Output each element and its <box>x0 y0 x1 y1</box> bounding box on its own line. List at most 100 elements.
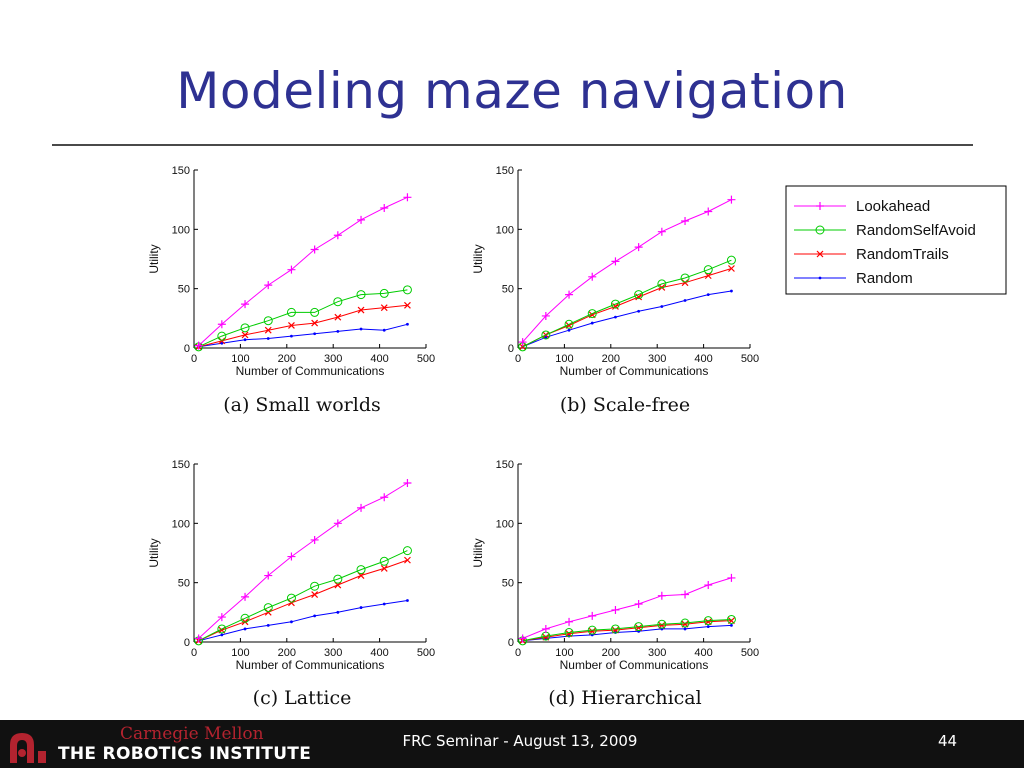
data-point-RandomTrails <box>404 301 411 309</box>
y-axis-label: Utility <box>147 538 161 567</box>
x-tick-label: 500 <box>741 353 759 365</box>
data-point-RandomSelfAvoid <box>726 255 736 265</box>
y-tick-label: 50 <box>502 578 514 590</box>
slide-title: Modeling maze navigation <box>176 62 848 120</box>
x-axis-label: Number of Communications <box>236 364 385 378</box>
data-point-Lookahead <box>287 265 296 274</box>
x-tick-label: 100 <box>231 353 249 365</box>
legend-label-Random: Random <box>856 270 913 287</box>
legend-label-RandomTrails: RandomTrails <box>856 246 949 263</box>
data-point-RandomTrails <box>264 608 272 616</box>
data-point-Random <box>614 315 617 319</box>
data-point-Random <box>590 321 594 325</box>
data-point-RandomSelfAvoid <box>402 546 412 556</box>
data-point-RandomSelfAvoid <box>263 316 273 326</box>
x-tick-label: 200 <box>602 353 620 365</box>
data-point-RandomSelfAvoid <box>356 565 366 575</box>
data-point-Random <box>336 610 340 614</box>
x-tick-label: 500 <box>417 353 435 365</box>
subplot-1: 0 100 200 300 400 500 0 50 100 150 Number of Commu… <box>147 165 435 416</box>
data-point-RandomSelfAvoid <box>263 603 273 613</box>
x-tick-label: 500 <box>741 647 759 659</box>
data-point-RandomSelfAvoid <box>286 593 296 603</box>
data-point-Lookahead <box>357 215 366 224</box>
x-tick-label: 400 <box>370 353 388 365</box>
data-point-Lookahead <box>727 195 736 204</box>
data-point-RandomSelfAvoid <box>587 309 597 319</box>
series-line-Random <box>198 323 408 348</box>
data-point-Lookahead <box>403 193 412 202</box>
data-point-RandomSelfAvoid <box>310 581 320 591</box>
x-tick-label: 400 <box>694 647 712 659</box>
data-point-RandomSelfAvoid <box>310 307 320 317</box>
data-point-RandomSelfAvoid <box>610 624 620 634</box>
data-point-Lookahead <box>588 272 597 281</box>
subplot-caption: (d) Hierarchical <box>548 687 701 709</box>
data-point-Random <box>336 329 340 333</box>
legend-box <box>785 185 1007 295</box>
data-point-Lookahead <box>194 634 203 643</box>
data-point-RandomSelfAvoid <box>379 556 389 566</box>
data-point-Lookahead <box>565 617 574 626</box>
x-tick-label: 200 <box>278 353 296 365</box>
subplot-caption: (a) Small worlds <box>223 394 381 416</box>
cmu-logo-icon <box>10 733 46 763</box>
data-point-RandomSelfAvoid <box>657 279 667 289</box>
data-point-Lookahead <box>681 217 690 226</box>
data-point-RandomTrails <box>681 279 689 287</box>
data-point-Random <box>382 328 386 332</box>
x-tick-label: 100 <box>231 647 249 659</box>
y-tick-label: 50 <box>178 284 190 296</box>
data-point-Lookahead <box>357 503 366 512</box>
series-line-RandomSelfAvoid <box>198 550 408 642</box>
data-point-Random <box>359 327 363 331</box>
data-point-Random <box>406 322 409 326</box>
y-tick-label: 0 <box>508 343 514 355</box>
y-tick-label: 150 <box>172 165 190 177</box>
series-line-Lookahead <box>198 196 408 346</box>
legend: Lookahead RandomSelfAvoid RandomTrails Rand… <box>785 185 1007 295</box>
legend-marker-RandomSelfAvoid <box>815 225 825 235</box>
data-point-Lookahead <box>611 605 620 614</box>
x-tick-label: 300 <box>324 647 342 659</box>
series-line-Lookahead <box>522 577 732 639</box>
x-tick-label: 200 <box>602 647 620 659</box>
data-point-RandomSelfAvoid <box>634 290 644 300</box>
data-point-RandomTrails <box>404 556 411 564</box>
data-point-Random <box>266 623 270 627</box>
data-point-Lookahead <box>380 203 389 212</box>
y-tick-label: 100 <box>172 224 190 236</box>
data-point-RandomSelfAvoid <box>333 297 343 307</box>
data-point-RandomTrails <box>288 599 295 607</box>
data-point-Random <box>706 293 710 296</box>
data-point-RandomTrails <box>264 326 272 334</box>
data-point-RandomSelfAvoid <box>726 614 736 624</box>
legend-label-Lookahead: Lookahead <box>856 198 930 215</box>
data-point-RandomSelfAvoid <box>634 622 644 632</box>
legend-marker-RandomTrails <box>816 250 824 258</box>
data-point-Lookahead <box>333 519 342 528</box>
data-point-Lookahead <box>333 231 342 240</box>
data-point-Lookahead <box>634 600 643 609</box>
data-point-Lookahead <box>403 478 412 487</box>
data-point-Random <box>382 602 386 606</box>
data-point-Lookahead <box>518 338 527 347</box>
data-point-Lookahead <box>194 341 203 350</box>
data-point-RandomSelfAvoid <box>564 319 574 329</box>
data-point-Lookahead <box>727 573 736 582</box>
data-point-Random <box>660 305 664 308</box>
data-point-RandomTrails <box>380 565 388 572</box>
data-point-RandomSelfAvoid <box>240 613 250 623</box>
series-line-Lookahead <box>522 199 732 343</box>
y-axis-label: Utility <box>471 244 485 273</box>
series-line-Random <box>522 290 732 348</box>
data-point-RandomTrails <box>241 331 249 339</box>
data-point-RandomSelfAvoid <box>217 331 227 341</box>
x-tick-label: 300 <box>648 353 666 365</box>
data-point-Lookahead <box>217 320 226 329</box>
data-point-Random <box>637 309 641 313</box>
data-point-Lookahead <box>241 300 250 309</box>
data-point-Random <box>683 299 687 302</box>
data-point-Random <box>706 625 710 628</box>
